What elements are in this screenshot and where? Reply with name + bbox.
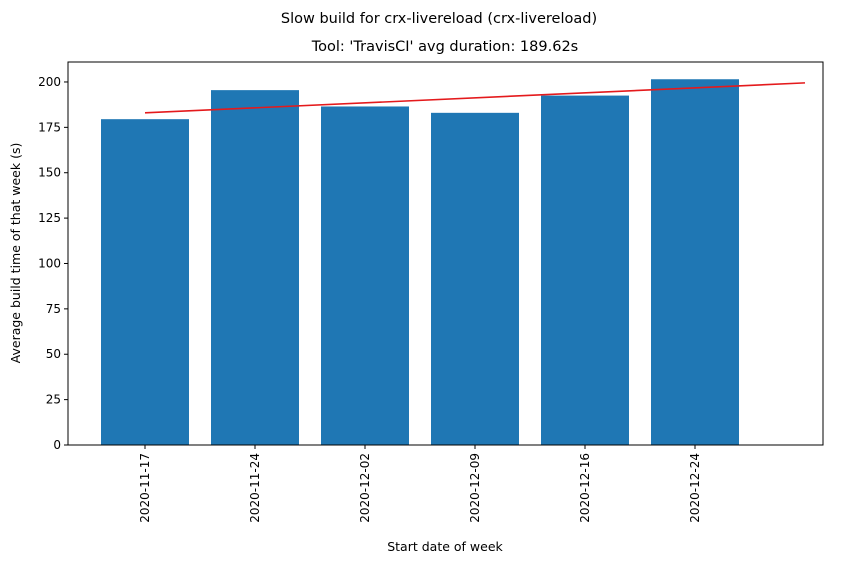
y-tick-label: 25 — [46, 393, 61, 407]
x-tick-label: 2020-11-17 — [138, 453, 152, 523]
bar-2020-12-09 — [431, 112, 519, 445]
x-tick-label: 2020-12-24 — [688, 453, 702, 523]
x-tick-label: 2020-12-02 — [358, 453, 372, 523]
y-tick-label: 100 — [38, 256, 61, 270]
bar-2020-12-24 — [651, 79, 739, 445]
x-tick-label: 2020-12-16 — [578, 453, 592, 523]
y-tick-label: 150 — [38, 166, 61, 180]
bar-2020-12-02 — [321, 106, 409, 446]
plot-area: 0 25 50 75 100 125 150 175 200 2020-11-17 2020-11-… — [38, 61, 824, 523]
x-tick-label: 2020-11-24 — [248, 453, 262, 523]
y-tick-label: 0 — [53, 438, 61, 452]
y-tick-label: 175 — [38, 120, 61, 134]
bar-2020-12-16 — [541, 95, 629, 445]
y-axis-label: Average build time of that week (s) — [8, 143, 23, 364]
x-tick-label: 2020-12-09 — [468, 453, 482, 523]
bar-2020-11-24 — [211, 90, 299, 445]
plot-frame — [67, 61, 824, 446]
chart-suptitle: Slow build for crx-livereload (crx-liver… — [281, 11, 597, 27]
x-axis-label: Start date of week — [387, 539, 503, 554]
y-tick-label: 125 — [38, 211, 61, 225]
y-tick-label: 75 — [46, 302, 61, 316]
y-tick-label: 50 — [46, 347, 61, 361]
y-tick-label: 200 — [38, 75, 61, 89]
trend-line — [144, 82, 806, 114]
bar-2020-11-17 — [101, 119, 189, 445]
chart-title: Tool: 'TravisCI' avg duration: 189.62s — [311, 39, 578, 55]
